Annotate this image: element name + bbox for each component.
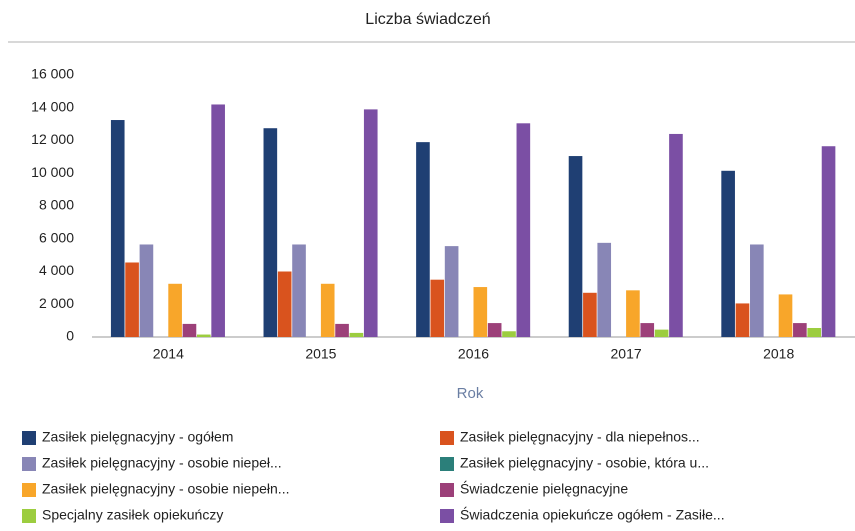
bar	[320, 283, 335, 337]
y-tick-label: 6 000	[39, 229, 74, 245]
bar	[669, 133, 683, 337]
bar	[597, 242, 612, 337]
bar	[416, 142, 430, 337]
legend-swatch	[22, 483, 36, 497]
y-tick-label: 8 000	[39, 197, 74, 213]
legend-label: Świadczenie pielęgnacyjne	[460, 480, 628, 497]
bar	[444, 246, 459, 337]
legend-swatch	[440, 431, 454, 445]
bar	[583, 292, 597, 337]
bar	[196, 334, 211, 337]
y-tick-label: 4 000	[39, 262, 74, 278]
x-tick-label: 2014	[153, 346, 184, 362]
legend-label: Zasiłek pielęgnacyjny - osobie niepeł...	[42, 455, 282, 471]
x-tick-label: 2015	[305, 346, 336, 362]
legend-label: Świadczenia opiekuńcze ogółem - Zasiłe..…	[460, 506, 725, 523]
y-tick-label: 0	[66, 328, 74, 344]
bar	[502, 331, 516, 337]
legend-label: Zasiłek pielęgnacyjny - dla niepełnos...	[460, 429, 700, 445]
bar	[125, 262, 139, 337]
legend-swatch	[440, 509, 454, 523]
bar	[168, 283, 182, 337]
legend-label: Zasiłek pielęgnacyjny - ogółem	[42, 429, 233, 445]
y-tick-label: 14 000	[31, 98, 74, 114]
bar	[750, 244, 764, 337]
x-axis-label: Rok	[457, 385, 484, 402]
bar	[821, 146, 836, 337]
legend-swatch	[440, 457, 454, 471]
bar	[292, 244, 306, 337]
bar	[640, 323, 655, 337]
legend-label: Specjalny zasiłek opiekuńczy	[42, 507, 223, 523]
legend-swatch	[22, 431, 36, 445]
bar	[139, 244, 154, 337]
legend-swatch	[22, 509, 36, 523]
x-tick-label: 2017	[611, 346, 642, 362]
bar	[807, 327, 822, 337]
legend-label: Zasiłek pielęgnacyjny - osobie, która u.…	[460, 455, 709, 471]
x-tick-label: 2018	[763, 346, 794, 362]
bar	[735, 303, 750, 337]
y-tick-label: 10 000	[31, 164, 74, 180]
y-tick-label: 16 000	[31, 66, 74, 82]
bar	[363, 109, 378, 337]
chart-title: Liczba świadczeń	[365, 11, 490, 28]
bar	[182, 323, 197, 337]
legend-swatch	[22, 457, 36, 471]
y-tick-label: 2 000	[39, 295, 74, 311]
bar	[778, 294, 793, 337]
legend-label: Zasiłek pielęgnacyjny - osobie niepełn..…	[42, 481, 289, 497]
bar	[793, 323, 807, 337]
bar	[211, 104, 225, 337]
bar	[654, 329, 669, 337]
bar	[263, 128, 278, 337]
y-tick-label: 12 000	[31, 131, 74, 147]
bar	[721, 170, 735, 337]
bar	[430, 279, 445, 337]
x-tick-label: 2016	[458, 346, 489, 362]
bar	[335, 323, 349, 337]
bar	[473, 287, 488, 337]
bar	[487, 323, 502, 337]
bar	[568, 156, 583, 337]
bar	[277, 271, 292, 337]
legend-swatch	[440, 483, 454, 497]
bar	[516, 123, 531, 338]
bar	[110, 120, 125, 337]
bar	[626, 290, 640, 337]
bar	[349, 332, 364, 337]
